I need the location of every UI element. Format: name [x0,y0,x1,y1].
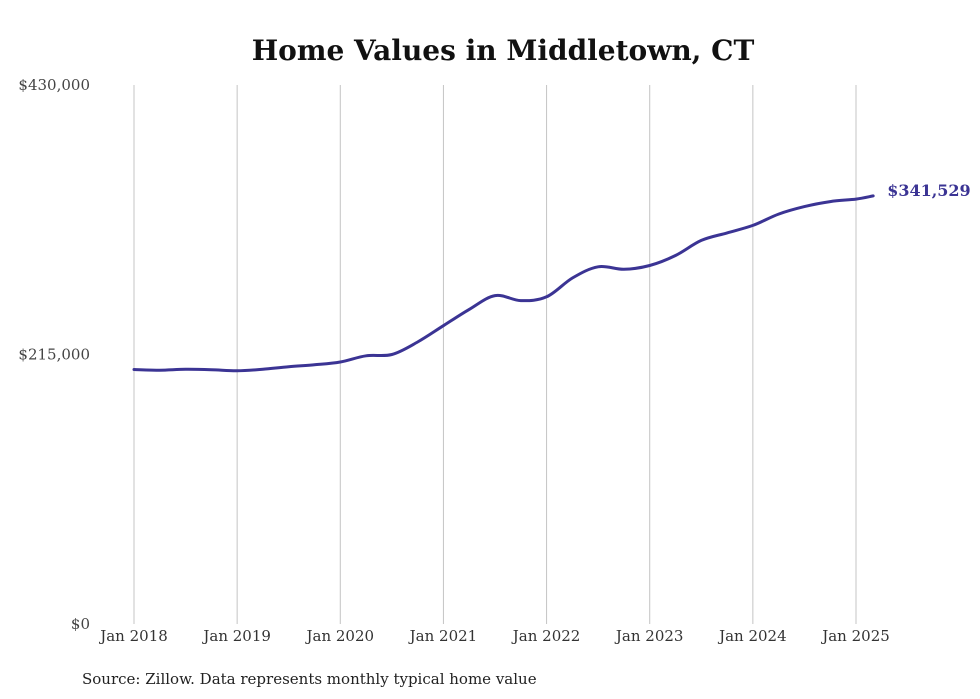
x-tick-label: Jan 2018 [98,627,168,645]
x-tick-label: Jan 2021 [408,627,478,645]
source-note: Source: Zillow. Data represents monthly … [82,670,537,688]
x-tick-label: Jan 2024 [717,627,787,645]
x-tick-label: Jan 2025 [820,627,890,645]
x-axis-tick-labels: Jan 2018 Jan 2019 Jan 2020 Jan 2021 Jan 2022… [98,627,890,645]
x-tick-label: Jan 2023 [614,627,684,645]
y-tick-label: $215,000 [18,346,90,364]
gridlines [133,85,857,624]
end-value-label: $341,529 [887,181,971,200]
x-tick-label: Jan 2020 [305,627,375,645]
y-tick-label: $0 [71,615,90,633]
x-tick-label: Jan 2022 [511,627,581,645]
series-line [132,194,875,373]
x-tick-label: Jan 2019 [201,627,271,645]
y-tick-label: $430,000 [18,76,90,94]
chart-title: Home Values in Middletown, CT [252,34,755,67]
series-layer: $341,529 [132,181,971,373]
y-axis-tick-labels: $0 $215,000 $430,000 [18,76,90,633]
